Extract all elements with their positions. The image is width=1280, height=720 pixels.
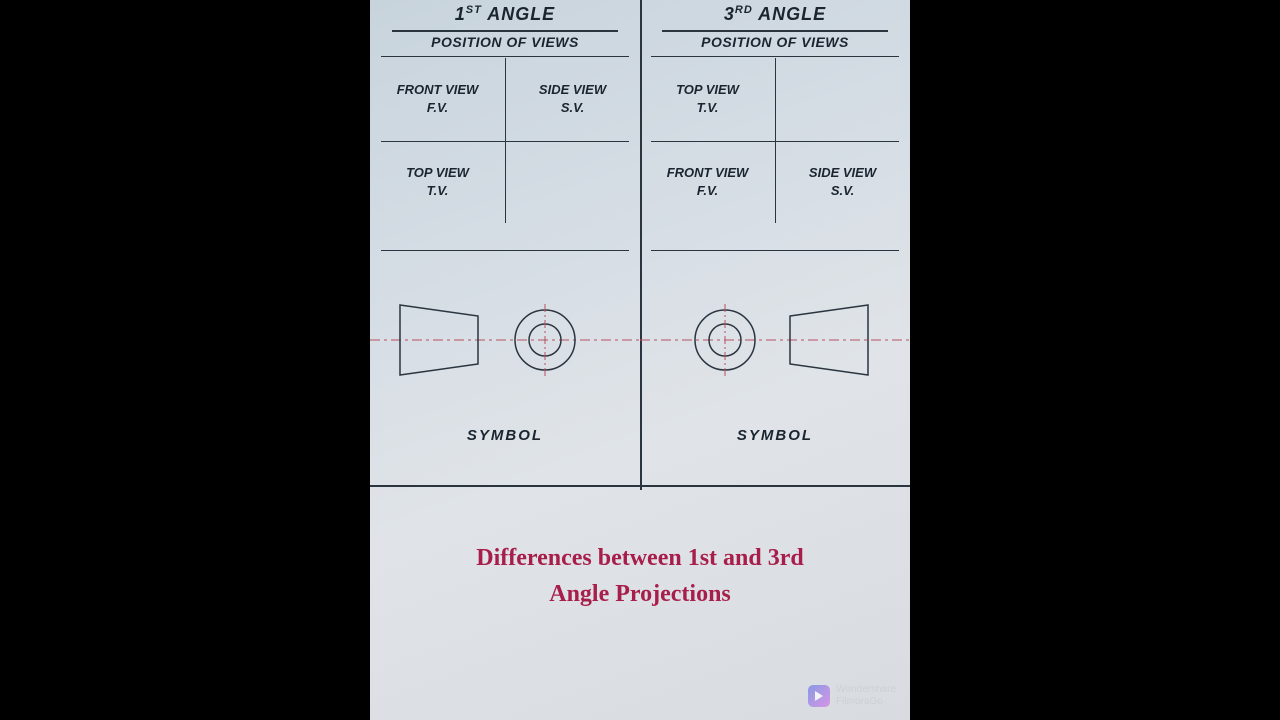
cell-label: SIDE VIEW <box>809 164 876 182</box>
symbol-label-right: SYMBOL <box>640 427 910 444</box>
cell-front-view: FRONT VIEW F.V. <box>370 58 505 141</box>
subheading-right: POSITION OF VIEWS <box>640 34 910 50</box>
heading-num: 1 <box>455 4 466 24</box>
cell-empty <box>505 141 640 224</box>
cell-abbr: S.V. <box>561 99 584 117</box>
heading-rest: ANGLE <box>482 4 555 24</box>
heading-sup: RD <box>735 4 753 16</box>
cell-abbr: F.V. <box>697 182 718 200</box>
underline <box>392 30 619 32</box>
caption-text: Differences between 1st and 3rd Angle Pr… <box>410 540 870 612</box>
bottom-border <box>370 485 910 487</box>
cell-abbr: S.V. <box>831 182 854 200</box>
separator <box>381 250 629 251</box>
cell-top-view: TOP VIEW T.V. <box>370 141 505 224</box>
underline <box>662 30 889 32</box>
diagram-area: 1ST ANGLE POSITION OF VIEWS FRONT VIEW F… <box>370 0 910 490</box>
cell-side-view: SIDE VIEW S.V. <box>775 141 910 224</box>
separator <box>651 250 899 251</box>
cell-label: FRONT VIEW <box>667 164 749 182</box>
cell-label: TOP VIEW <box>406 164 469 182</box>
subheading-left: POSITION OF VIEWS <box>370 34 640 50</box>
heading-third-angle: 3RD ANGLE <box>640 0 910 30</box>
cell-label: SIDE VIEW <box>539 81 606 99</box>
wm-line2: FilmoraGo <box>836 696 896 708</box>
wm-line1: Wondershare <box>836 684 896 696</box>
caption-line2: Angle Projections <box>410 576 870 612</box>
view-grid-right: TOP VIEW T.V. FRONT VIEW F.V. SIDE VIEW … <box>640 58 910 223</box>
heading-sup: ST <box>466 4 482 16</box>
cell-label: TOP VIEW <box>676 81 739 99</box>
heading-rest: ANGLE <box>753 4 826 24</box>
cell-abbr: F.V. <box>427 99 448 117</box>
cell-front-view: FRONT VIEW F.V. <box>640 141 775 224</box>
cell-side-view: SIDE VIEW S.V. <box>505 58 640 141</box>
symbol-third-angle: SYMBOL <box>640 260 910 450</box>
first-angle-column: 1ST ANGLE POSITION OF VIEWS FRONT VIEW F… <box>370 0 640 490</box>
caption-line1: Differences between 1st and 3rd <box>410 540 870 576</box>
underline <box>381 56 629 57</box>
cell-empty <box>775 58 910 141</box>
symbol-first-angle: SYMBOL <box>370 260 640 450</box>
third-angle-column: 3RD ANGLE POSITION OF VIEWS TOP VIEW T.V… <box>640 0 910 490</box>
cell-label: FRONT VIEW <box>397 81 479 99</box>
watermark-text: Wondershare FilmoraGo <box>836 684 896 708</box>
heading-num: 3 <box>724 4 735 24</box>
cell-top-view: TOP VIEW T.V. <box>640 58 775 141</box>
symbol-label-left: SYMBOL <box>370 427 640 444</box>
third-angle-symbol-icon <box>640 260 910 420</box>
cell-abbr: T.V. <box>697 99 719 117</box>
view-grid-left: FRONT VIEW F.V. SIDE VIEW S.V. TOP VIEW … <box>370 58 640 223</box>
paper-sheet: 1ST ANGLE POSITION OF VIEWS FRONT VIEW F… <box>370 0 910 720</box>
watermark: Wondershare FilmoraGo <box>808 684 896 708</box>
cell-abbr: T.V. <box>427 182 449 200</box>
first-angle-symbol-icon <box>370 260 640 420</box>
filmora-icon <box>808 685 830 707</box>
underline <box>651 56 899 57</box>
heading-first-angle: 1ST ANGLE <box>370 0 640 30</box>
